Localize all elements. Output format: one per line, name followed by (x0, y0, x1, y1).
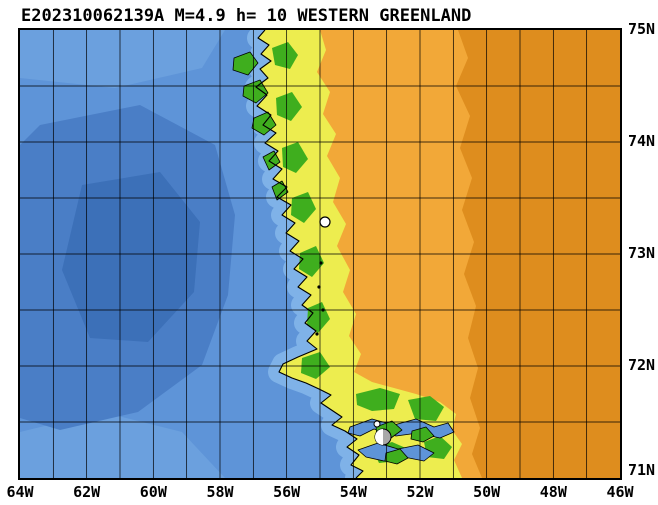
map-canvas (20, 30, 620, 478)
lon-tick-label: 58W (206, 483, 234, 501)
ocean-light-patch-north (20, 30, 225, 88)
skerry-dot (315, 332, 319, 336)
beachball-white-half (375, 429, 383, 445)
skerry-dots (315, 261, 325, 336)
epicenter-marker (319, 216, 331, 228)
island (384, 448, 409, 465)
island (262, 150, 281, 171)
secondary-marker-circle (373, 420, 381, 428)
lon-tick-label: 52W (406, 483, 434, 501)
green-patch (291, 192, 316, 223)
green-patch (301, 352, 330, 379)
skerry-dot (317, 285, 321, 289)
lat-tick-label: 75N (628, 20, 656, 38)
lon-tick-label: 62W (73, 483, 101, 501)
green-patch (282, 142, 308, 173)
figure-title: E202310062139A M=4.9 h= 10 WESTERN GREEN… (21, 6, 472, 26)
green-patch (276, 92, 302, 121)
green-patch (408, 396, 444, 421)
lat-tick-label: 73N (628, 244, 656, 262)
lon-tick-label: 46W (606, 483, 634, 501)
ocean-light-patch-south (20, 412, 225, 478)
lat-tick-label: 74N (628, 132, 656, 150)
grid-lines (20, 30, 620, 478)
lon-tick-label: 54W (339, 483, 367, 501)
green-patch (272, 42, 298, 69)
lon-tick-label: 48W (539, 483, 567, 501)
ocean-deepest-basin (62, 172, 200, 342)
skerry-dot (319, 261, 323, 265)
green-patch (356, 388, 400, 411)
lat-tick-label: 72N (628, 356, 656, 374)
lon-tick-label: 64W (6, 483, 34, 501)
coastline (255, 30, 364, 478)
focal-mechanism-marker (374, 428, 392, 446)
lon-tick-label: 50W (473, 483, 501, 501)
island (410, 426, 435, 443)
lon-tick-label: 60W (139, 483, 167, 501)
lon-tick-label: 56W (273, 483, 301, 501)
skerry-dot (321, 308, 325, 312)
map-frame (18, 28, 622, 480)
lat-tick-label: 71N (628, 461, 656, 479)
